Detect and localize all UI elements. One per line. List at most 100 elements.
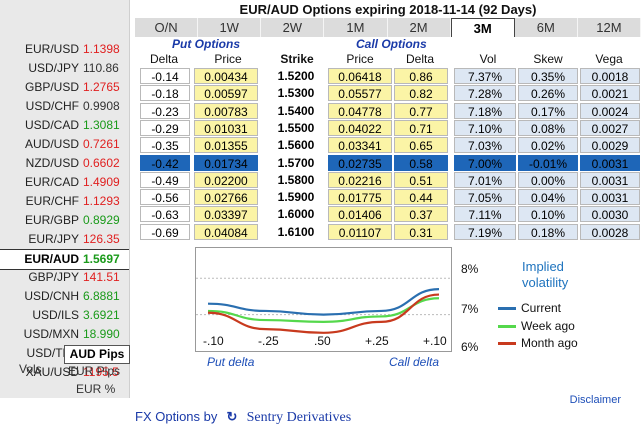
- pair-row-eurchf[interactable]: EUR/CHF 1.1293: [0, 192, 129, 211]
- put-delta-label: Put delta: [207, 355, 255, 369]
- put-price-header: Price: [214, 52, 242, 66]
- x-tick-label: .50: [314, 334, 331, 348]
- cell-put-price: 0.03397: [194, 206, 258, 223]
- pair-row-gbpjpy[interactable]: GBP/JPY 141.51: [0, 268, 129, 287]
- cell-call-price: 0.05577: [328, 85, 392, 102]
- option-row[interactable]: -0.14 0.00434 1.5200 0.06418 0.86 7.37% 0.35% 0…: [0, 68, 641, 85]
- vols-label[interactable]: Vols: [19, 362, 42, 376]
- cell-vega: 0.0028: [580, 223, 640, 240]
- cell-vega: 0.0030: [580, 206, 640, 223]
- cell-vol: 7.10%: [454, 119, 516, 136]
- cell-call-delta: 0.86: [394, 68, 448, 84]
- tab-2w[interactable]: 2W: [261, 18, 325, 37]
- option-row[interactable]: -0.29 0.01031 1.5500 0.04022 0.71 7.10% 0.08% 0…: [0, 119, 641, 137]
- pair-row-usdcad[interactable]: USD/CAD 1.3081: [0, 116, 129, 135]
- option-row[interactable]: -0.56 0.02766 1.5900 0.01775 0.44 7.05% 0.04% 0…: [0, 189, 641, 206]
- cell-vol: 7.18%: [454, 102, 516, 119]
- call-options-heading: Call Options: [356, 37, 427, 51]
- pair-row-audusd[interactable]: AUD/USD 0.7261: [0, 135, 129, 154]
- x-tick-label: +.25: [365, 334, 389, 348]
- cell-strike: 1.5800: [277, 172, 315, 187]
- cell-skew: 0.10%: [518, 206, 578, 223]
- cell-vol: 7.00%: [454, 154, 516, 171]
- tenor-tabs: O/N 1W 2W 1M 2M 3M 6M 12M: [135, 18, 641, 37]
- call-price-header: Price: [346, 52, 374, 66]
- pair-name: EUR/AUD: [24, 252, 79, 266]
- tab-on[interactable]: O/N: [135, 18, 199, 37]
- cell-put-delta: -0.18: [140, 85, 190, 102]
- disclaimer-link[interactable]: Disclaimer: [569, 394, 621, 406]
- pair-rate: 18.990: [83, 327, 120, 341]
- cell-call-delta: 0.65: [394, 137, 448, 154]
- cell-put-delta: -0.63: [140, 206, 190, 223]
- cell-vol: 7.05%: [454, 189, 516, 206]
- x-tick-label: +.10: [423, 334, 447, 348]
- cell-put-delta: -0.29: [140, 119, 190, 136]
- tab-1m[interactable]: 1M: [324, 18, 388, 37]
- footer-logo[interactable]: FX Options by ↻ Sentry Derivatives: [135, 409, 351, 426]
- cell-call-price: 0.01406: [328, 206, 392, 223]
- eur-pips-toggle[interactable]: EUR Pips: [68, 364, 121, 378]
- series-line-current: [207, 288, 440, 316]
- cell-strike: 1.5500: [277, 120, 315, 135]
- pair-row-eurgbp[interactable]: EUR/GBP 0.8929: [0, 211, 129, 230]
- aud-pips-toggle[interactable]: AUD Pips: [64, 345, 130, 364]
- pair-name: NZD/USD: [25, 156, 79, 170]
- cell-strike: 1.5900: [277, 190, 315, 205]
- pair-name: AUD/USD: [24, 137, 79, 151]
- option-row[interactable]: -0.63 0.03397 1.6000 0.01406 0.37 7.11% 0.10% 0…: [0, 206, 641, 223]
- cell-skew: 0.35%: [518, 68, 578, 84]
- volatility-chart: [195, 247, 452, 352]
- cell-vega: 0.0029: [580, 137, 640, 154]
- pair-rate: 0.9908: [83, 99, 120, 113]
- tab-3m[interactable]: 3M: [450, 18, 515, 37]
- option-row[interactable]: -0.69 0.04084 1.6100 0.01107 0.31 7.19% 0.18% 0…: [0, 223, 641, 241]
- put-options-heading: Put Options: [172, 37, 240, 51]
- pair-row-usdcnh[interactable]: USD/CNH 6.8881: [0, 287, 129, 306]
- cell-put-price: 0.02766: [194, 189, 258, 206]
- pair-row-eurcad[interactable]: EUR/CAD 1.4909: [0, 173, 129, 192]
- option-row[interactable]: -0.35 0.01355 1.5600 0.03341 0.65 7.03% 0.02% 0…: [0, 137, 641, 154]
- pair-rate: 3.6921: [83, 308, 120, 322]
- pair-rate: 141.51: [83, 270, 120, 284]
- cell-vol: 7.28%: [454, 85, 516, 102]
- pair-row-usdmxn[interactable]: USD/MXN 18.990: [0, 325, 129, 344]
- tab-2m[interactable]: 2M: [387, 18, 451, 37]
- y-tick-label: 8%: [461, 262, 479, 276]
- cell-call-delta: 0.51: [394, 171, 448, 188]
- cell-put-delta: -0.35: [140, 137, 190, 154]
- option-row[interactable]: -0.23 0.00783 1.5400 0.04778 0.77 7.18% 0.17% 0…: [0, 102, 641, 120]
- cell-strike: 1.5300: [277, 86, 315, 101]
- pair-row-euraud[interactable]: EUR/AUD 1.5697: [0, 249, 129, 270]
- cell-call-price: 0.06418: [328, 68, 392, 84]
- pair-rate: 126.35: [83, 232, 120, 246]
- tab-1w[interactable]: 1W: [198, 18, 262, 37]
- legend-swatch: [498, 342, 516, 345]
- eur-pct-toggle[interactable]: EUR %: [76, 382, 116, 396]
- cell-call-delta: 0.44: [394, 189, 448, 206]
- pair-row-gbpusd[interactable]: GBP/USD 1.2765: [0, 78, 129, 97]
- legend-item: Week ago: [521, 319, 575, 333]
- pair-rate: 1195.5: [83, 365, 119, 379]
- vol-header: Vol: [479, 52, 497, 66]
- pair-row-eurjpy[interactable]: EUR/JPY 126.35: [0, 230, 129, 249]
- page-title: EUR/AUD Options expiring 2018-11-14 (92 …: [239, 2, 537, 17]
- option-row[interactable]: -0.42 0.01734 1.5700 0.02735 0.58 7.00% -0.01%…: [0, 154, 641, 172]
- tab-6m[interactable]: 6M: [514, 18, 578, 37]
- option-row[interactable]: -0.18 0.00597 1.5300 0.05577 0.82 7.28% 0.26% 0…: [0, 85, 641, 102]
- pair-name: USD/JPY: [28, 61, 79, 75]
- cell-call-price: 0.01107: [328, 223, 392, 240]
- pair-rate: 1.3081: [83, 118, 120, 132]
- cell-skew: -0.01%: [518, 154, 578, 171]
- pair-row-eurusd[interactable]: EUR/USD 1.1398: [0, 40, 129, 59]
- footer-brand: Sentry Derivatives: [246, 410, 352, 425]
- cell-vega: 0.0031: [580, 171, 640, 188]
- pair-row-usdils[interactable]: USD/ILS 3.6921: [0, 306, 129, 325]
- pair-row-nzdusd[interactable]: NZD/USD 0.6602: [0, 154, 129, 173]
- put-delta-header: Delta: [149, 52, 178, 66]
- pair-row-usdchf[interactable]: USD/CHF 0.9908: [0, 97, 129, 116]
- pair-row-xauusd[interactable]: XAU/USD 1195.5: [0, 363, 129, 382]
- pair-row-usdjpy[interactable]: USD/JPY 110.86: [0, 59, 129, 78]
- tab-12m[interactable]: 12M: [577, 18, 641, 37]
- option-row[interactable]: -0.49 0.02200 1.5800 0.02216 0.51 7.01% 0.00% 0…: [0, 171, 641, 189]
